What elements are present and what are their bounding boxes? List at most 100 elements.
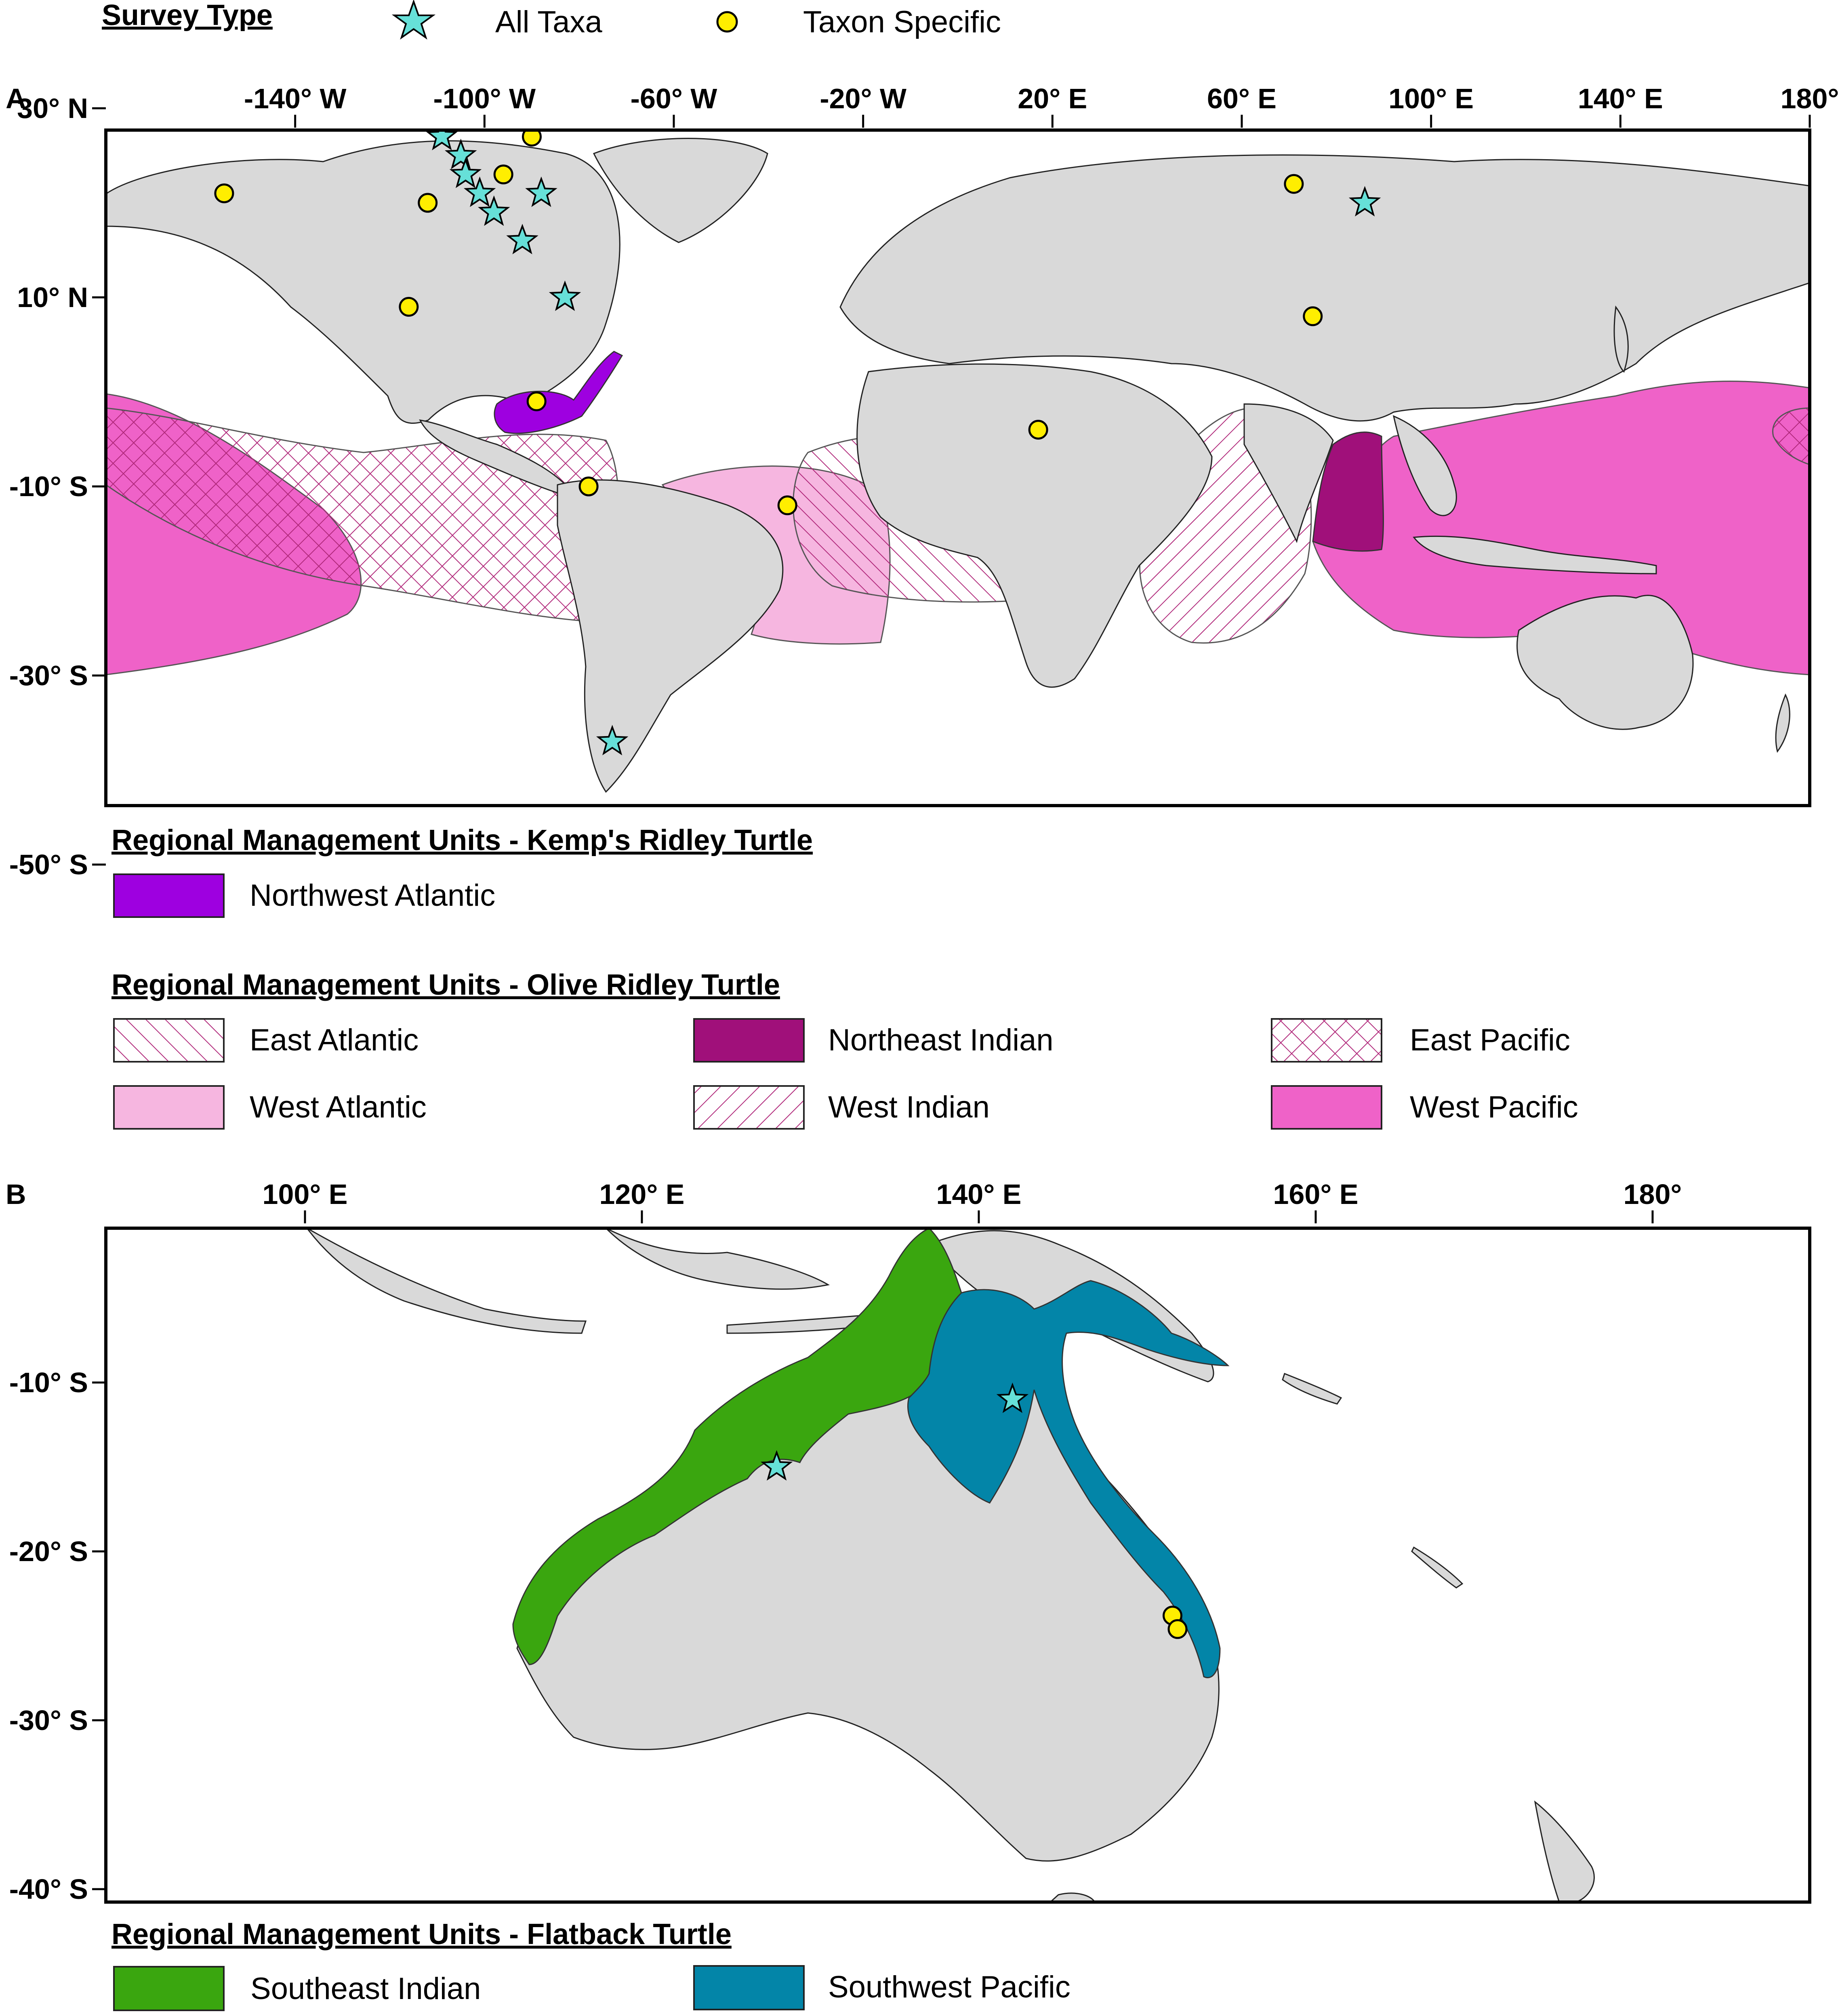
x-tick-label-180: 180° <box>1623 1178 1682 1210</box>
legend-label-west-pacific: West Pacific <box>1410 1090 1578 1124</box>
legend-kemps-title: Regional Management Units - Kemp's Ridle… <box>111 824 813 856</box>
legend-label-west-atlantic: West Atlantic <box>250 1090 427 1124</box>
legend-label-east-atlantic: East Atlantic <box>250 1023 418 1057</box>
x-tick-label-160-e: 160° E <box>1273 1178 1359 1210</box>
all-taxa-site <box>525 176 557 207</box>
panel-a-x-axis: -140° W -100° W -60° W -20° W 20° E 60° E 100°… <box>244 83 1838 128</box>
all-taxa-site <box>444 139 477 169</box>
legend-olive-title: Regional Management Units - Olive Ridley… <box>111 969 780 1001</box>
taxon-specific-site <box>418 193 438 213</box>
panel-b-survey-sites <box>760 1383 1188 1639</box>
all-taxa-site <box>477 195 510 226</box>
x-tick-label-140-e: 140° E <box>1578 83 1663 114</box>
taxon-specific-site <box>399 297 419 317</box>
legend-swatch-west-pacific <box>1271 1085 1382 1130</box>
y-tick-label-40-s: -40° S <box>9 1873 88 1905</box>
all-taxa-site <box>1348 186 1381 217</box>
legend-flatback: Regional Management Units - Flatback Tur… <box>111 1918 1070 2011</box>
taxon-specific-site <box>1303 306 1323 326</box>
taxon-specific-site <box>1616 43 1634 61</box>
rmu-southwest-pacific <box>907 1280 1230 1678</box>
legend-label-southeast-indian: Southeast Indian <box>250 1972 481 2006</box>
all-taxa-site <box>760 1450 793 1481</box>
legend-label-northeast-indian: Northeast Indian <box>828 1023 1054 1057</box>
greenland <box>593 138 768 243</box>
all-taxa-site <box>404 75 432 101</box>
y-tick-label-10-s: -10° S <box>9 471 88 502</box>
survey-type-taxon-specific-label: Taxon Specific <box>803 5 1001 39</box>
rmu-northeast-indian <box>1312 431 1384 552</box>
southeast-asia <box>1392 415 1457 516</box>
y-tick-label-10-s: -10° S <box>9 1367 88 1398</box>
y-tick-label-30-n: 30° N <box>17 93 88 124</box>
all-taxa-site <box>506 223 538 255</box>
taxon-specific-site <box>493 164 513 185</box>
survey-type-all-taxa-label: All Taxa <box>495 5 602 39</box>
legend-kemps-ridley: Regional Management Units - Kemp's Ridle… <box>111 824 813 918</box>
y-tick-label-50-s: -50° S <box>9 849 88 880</box>
x-tick-label-140-w: -140° W <box>244 83 347 114</box>
x-tick-label-100-w: -100° W <box>433 83 536 114</box>
new-zealand-north <box>1534 1800 1595 1902</box>
circle-icon <box>716 11 738 33</box>
solomon-islands <box>1282 1373 1342 1405</box>
x-tick-label-140-e: 140° E <box>936 1178 1022 1210</box>
all-taxa-site <box>449 158 482 188</box>
y-tick-label-20-s: -20° S <box>9 1536 88 1567</box>
taxon-specific-site <box>214 183 234 204</box>
india <box>1243 403 1334 543</box>
all-taxa-site <box>463 176 496 207</box>
panel-b-x-axis: 100° E 120° E 140° E 160° E 180° <box>263 1178 1682 1223</box>
legend-swatch-west-indian <box>693 1085 805 1130</box>
legend-label-east-pacific: East Pacific <box>1410 1023 1570 1057</box>
legend-swatch-west-atlantic <box>113 1085 225 1130</box>
x-tick-label-120-e: 120° E <box>599 1178 685 1210</box>
taxon-specific-site <box>522 130 542 147</box>
australia-map <box>106 1228 1810 1902</box>
panel-b: B 100° E 120° E 140° E 160° E 180° -10° S -20… <box>6 1178 1811 1905</box>
legend-olive-ridley: Regional Management Units - Olive Ridley… <box>111 969 1578 1130</box>
legend-flatback-title: Regional Management Units - Flatback Tur… <box>111 1918 732 1951</box>
panel-a-y-axis: 70° N50° N30° N10° N-10° S-30° S-50° S <box>9 93 106 880</box>
legend-label-northwest-atlantic: Northwest Atlantic <box>250 878 495 913</box>
panel-a-frame <box>104 128 1811 807</box>
taxon-specific-site <box>1284 174 1304 194</box>
legend-swatch-southeast-indian <box>113 1966 225 2011</box>
all-taxa-site <box>996 1383 1029 1413</box>
star-icon <box>391 0 436 40</box>
y-tick-label-30-s: -30° S <box>9 1705 88 1736</box>
y-tick-label-10-n: 10° N <box>17 282 88 313</box>
taxon-specific-site <box>578 476 599 497</box>
panel-b-frame <box>104 1227 1811 1904</box>
x-tick-label-60-e: 60° E <box>1207 83 1277 114</box>
new-caledonia <box>1411 1546 1464 1589</box>
sumatra-java-islands <box>306 1228 587 1334</box>
taxon-specific-site <box>561 99 578 117</box>
survey-type-legend: Survey Type All Taxa Taxon Specific <box>102 0 1001 40</box>
indonesia <box>1413 535 1657 574</box>
x-tick-label-20-w: -20° W <box>820 83 906 114</box>
legend-swatch-east-pacific <box>1271 1018 1382 1063</box>
south-america <box>557 479 784 793</box>
all-taxa-site <box>426 130 458 150</box>
all-taxa-site <box>617 0 645 6</box>
rmu-northwest-atlantic <box>494 351 623 434</box>
legend-swatch-northwest-atlantic <box>113 873 225 918</box>
legend-swatch-east-atlantic <box>113 1018 225 1063</box>
taxon-specific-site <box>526 391 547 411</box>
legend-swatch-northeast-indian <box>693 1018 805 1063</box>
all-taxa-site <box>549 280 581 311</box>
panel-b-y-axis: -10° S -20° S -30° S -40° S <box>9 1367 106 1905</box>
borneo-sulawesi <box>605 1228 830 1290</box>
japan <box>1613 305 1629 373</box>
y-tick-label-30-s: -30° S <box>9 660 88 691</box>
x-tick-label-60-w: -60° W <box>631 83 717 114</box>
taxon-specific-site <box>1167 1619 1188 1639</box>
panel-a-label: A <box>6 83 26 114</box>
rmu-east-pacific-right <box>1772 407 1810 465</box>
eurasia <box>839 154 1810 422</box>
taxon-specific-site <box>589 52 607 70</box>
all-taxa-site <box>596 725 629 755</box>
x-tick-label-100-e: 100° E <box>263 1178 348 1210</box>
